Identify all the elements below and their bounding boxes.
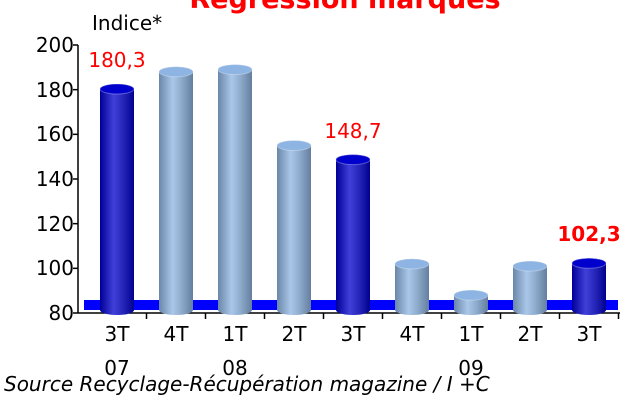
bar-cap — [335, 154, 371, 166]
x-tick-label: 4T — [399, 322, 425, 346]
bar-cap — [571, 257, 607, 269]
bar-shade — [336, 154, 370, 315]
x-tick-label: 3T 07 — [104, 322, 130, 380]
x-tick-label: 3T — [576, 322, 602, 346]
y-tick-label: 140 — [35, 167, 74, 191]
bar-shade — [277, 140, 311, 315]
data-label: 148,7 — [324, 118, 382, 143]
bar-cap — [276, 140, 312, 151]
y-tick-label: 200 — [35, 33, 74, 57]
y-tick-label: 180 — [35, 77, 74, 102]
y-tick-label: 120 — [35, 211, 74, 236]
y-tick-label: 80 — [48, 301, 74, 325]
y-axis-label: Indice* — [92, 11, 163, 35]
data-label: 180,3 — [88, 47, 146, 72]
bar-shade — [513, 261, 547, 315]
x-tick-label: 1T 08 — [222, 322, 248, 380]
bar-shade — [100, 83, 134, 315]
bar-cap — [217, 64, 253, 76]
bar-cap — [158, 66, 194, 78]
bar-cap — [99, 83, 135, 95]
bar-shade — [572, 258, 606, 315]
y-tick-label: 160 — [35, 122, 74, 147]
bar-shade — [159, 66, 193, 315]
x-tick-label: 1T 09 — [458, 322, 484, 380]
x-tick-label: 4T — [163, 322, 189, 346]
y-tick-label: 100 — [35, 256, 74, 281]
chart-title: Régression marques — [0, 0, 636, 17]
x-tick-label: 2T — [517, 322, 543, 346]
bar-cap — [512, 260, 548, 272]
bar-shade — [218, 64, 252, 315]
x-tick-label: 2T — [281, 322, 307, 346]
bar-cap — [453, 289, 489, 301]
bar-cap — [394, 258, 430, 270]
source: Source Recyclage-Récupération magazine /… — [4, 372, 490, 396]
x-tick-label: 3T — [340, 322, 366, 346]
data-label: 102,3 — [557, 222, 621, 247]
bar-shade — [395, 258, 429, 315]
